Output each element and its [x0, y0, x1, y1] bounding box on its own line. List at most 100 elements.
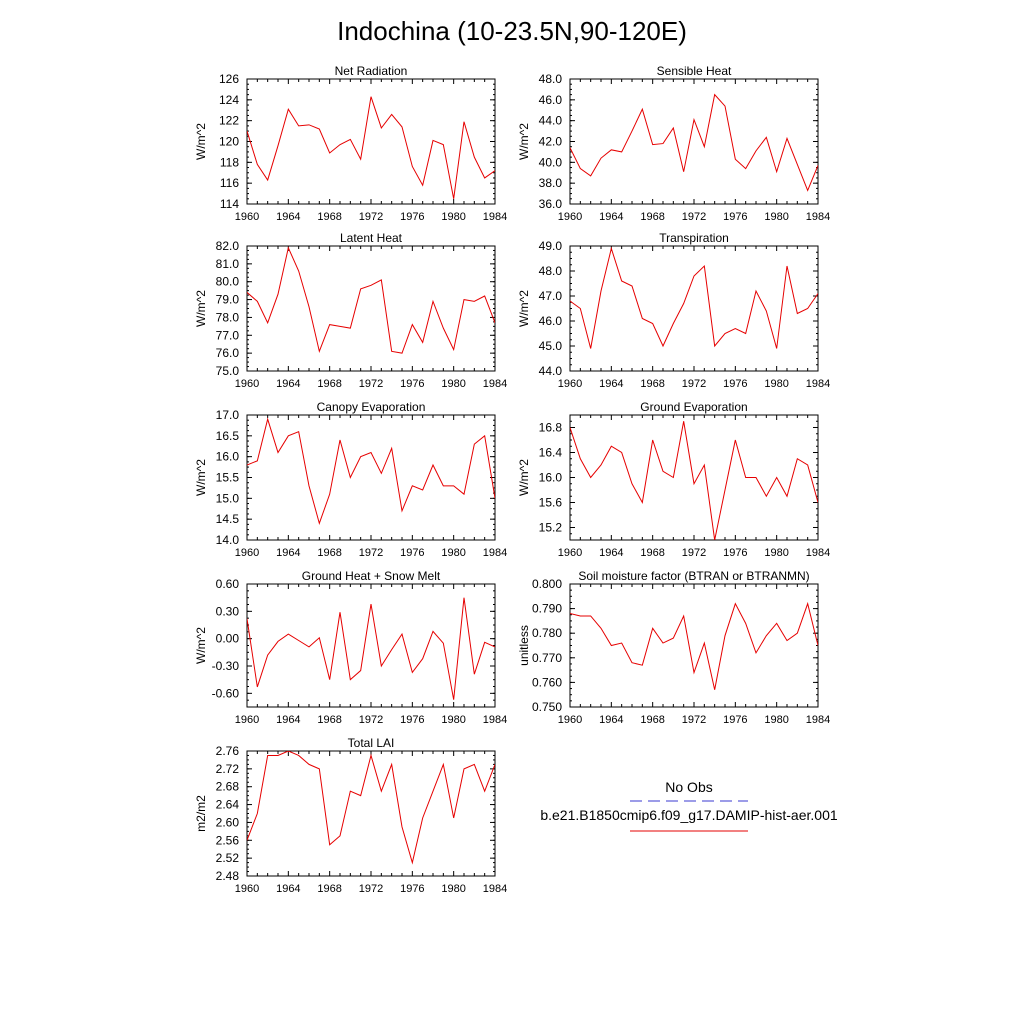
- y-tick-label: 40.0: [539, 155, 563, 169]
- x-tick-label: 1976: [400, 547, 424, 559]
- x-tick-label: 1964: [276, 211, 300, 223]
- y-tick-label: 16.8: [539, 421, 563, 435]
- x-tick-label: 1972: [359, 211, 383, 223]
- x-tick-label: 1964: [599, 714, 623, 726]
- y-tick-label: 47.0: [539, 289, 563, 303]
- legend-model-label: b.e21.B1850cmip6.f09_g17.DAMIP-hist-aer.…: [540, 807, 838, 823]
- y-axis-label: W/m^2: [194, 123, 208, 160]
- y-tick-label: 16.5: [216, 429, 240, 443]
- panel-title: Soil moisture factor (BTRAN or BTRANMN): [578, 569, 809, 583]
- x-tick-label: 1984: [483, 714, 507, 726]
- x-tick-label: 1964: [599, 211, 623, 223]
- y-axis-label: W/m^2: [194, 290, 208, 327]
- y-tick-label: 15.0: [216, 491, 240, 505]
- panel-frame: [246, 414, 496, 541]
- y-tick-label: 36.0: [539, 197, 563, 211]
- y-tick-label: 44.0: [539, 364, 563, 378]
- panel-6: Ground Heat + Snow Melt W/m^2 1960 1964 1968…: [194, 569, 507, 726]
- x-tick-label: 1976: [400, 378, 424, 390]
- x-tick-label: 1980: [764, 211, 788, 223]
- y-tick-label: 15.6: [539, 496, 563, 510]
- y-tick-label: 2.68: [216, 780, 240, 794]
- y-tick-label: 48.0: [539, 264, 563, 278]
- figure-title: Indochina (10-23.5N,90-120E): [337, 16, 687, 46]
- x-tick-label: 1980: [441, 378, 465, 390]
- x-tick-label: 1976: [723, 378, 747, 390]
- panel-3: Transpiration W/m^2 1960 1964 1968 1972 1976 19…: [517, 231, 830, 390]
- panel-title: Latent Heat: [340, 231, 403, 245]
- x-tick-label: 1960: [558, 211, 582, 223]
- x-tick-label: 1964: [599, 547, 623, 559]
- x-tick-label: 1976: [400, 883, 424, 895]
- y-tick-label: 0.30: [216, 604, 240, 618]
- x-tick-label: 1960: [558, 378, 582, 390]
- x-tick-label: 1960: [235, 211, 259, 223]
- y-tick-label: 2.48: [216, 869, 240, 883]
- y-tick-label: 2.60: [216, 815, 240, 829]
- x-tick-label: 1984: [806, 714, 830, 726]
- y-tick-label: 48.0: [539, 72, 563, 86]
- series-line: [570, 246, 818, 349]
- y-tick-label: 16.0: [216, 450, 240, 464]
- legend-obs-label: No Obs: [665, 779, 712, 795]
- legend: No Obs b.e21.B1850cmip6.f09_g17.DAMIP-hi…: [540, 779, 838, 832]
- panel-7: Soil moisture factor (BTRAN or BTRANMN) u…: [517, 569, 830, 726]
- y-tick-label: 49.0: [539, 239, 563, 253]
- x-tick-label: 1964: [276, 547, 300, 559]
- y-tick-label: 80.0: [216, 275, 240, 289]
- x-tick-label: 1968: [317, 378, 341, 390]
- x-tick-label: 1964: [276, 714, 300, 726]
- y-tick-label: 17.0: [216, 408, 240, 422]
- x-tick-label: 1960: [235, 883, 259, 895]
- y-tick-label: 2.72: [216, 762, 240, 776]
- y-tick-label: -0.30: [212, 659, 240, 673]
- series-line: [247, 246, 495, 354]
- y-tick-label: 14.0: [216, 533, 240, 547]
- y-tick-label: 2.52: [216, 851, 240, 865]
- y-tick-label: 77.0: [216, 328, 240, 342]
- y-tick-label: 0.00: [216, 632, 240, 646]
- x-tick-label: 1968: [640, 211, 664, 223]
- x-tick-label: 1976: [723, 547, 747, 559]
- panel-frame: [569, 78, 819, 205]
- x-tick-label: 1984: [483, 211, 507, 223]
- x-tick-label: 1984: [483, 378, 507, 390]
- y-tick-label: 126: [219, 72, 239, 86]
- y-axis-label: W/m^2: [194, 627, 208, 664]
- y-tick-label: 122: [219, 114, 239, 128]
- y-tick-label: 0.750: [532, 700, 562, 714]
- x-tick-label: 1976: [723, 714, 747, 726]
- x-tick-label: 1960: [235, 547, 259, 559]
- panel-0: Net Radiation W/m^2 1960 1964 1968 1972 1976 19…: [194, 64, 507, 223]
- series-line: [247, 96, 495, 199]
- x-tick-label: 1980: [441, 211, 465, 223]
- y-tick-label: 76.0: [216, 346, 240, 360]
- y-axis-label: W/m^2: [517, 290, 531, 327]
- x-tick-label: 1968: [317, 714, 341, 726]
- y-tick-label: 0.760: [532, 675, 562, 689]
- y-tick-label: 38.0: [539, 176, 563, 190]
- x-tick-label: 1968: [640, 547, 664, 559]
- panel-title: Ground Heat + Snow Melt: [302, 569, 441, 583]
- y-tick-label: 120: [219, 135, 239, 149]
- x-tick-label: 1980: [441, 547, 465, 559]
- y-tick-label: 2.76: [216, 744, 240, 758]
- x-tick-label: 1968: [640, 378, 664, 390]
- y-tick-label: 0.770: [532, 651, 562, 665]
- x-tick-label: 1972: [359, 378, 383, 390]
- x-tick-label: 1972: [682, 547, 706, 559]
- series-line: [247, 751, 495, 865]
- y-tick-label: 15.5: [216, 471, 240, 485]
- x-tick-label: 1980: [764, 547, 788, 559]
- panel-1: Sensible Heat W/m^2 1960 1964 1968 1972 1976 19…: [517, 64, 830, 223]
- x-tick-label: 1964: [276, 883, 300, 895]
- x-tick-label: 1984: [806, 378, 830, 390]
- x-tick-label: 1960: [235, 714, 259, 726]
- panel-4: Canopy Evaporation W/m^2 1960 1964 1968 1972 1…: [194, 400, 507, 559]
- x-tick-label: 1972: [359, 714, 383, 726]
- x-tick-label: 1984: [806, 547, 830, 559]
- panel-title: Total LAI: [348, 736, 395, 750]
- x-tick-label: 1980: [764, 714, 788, 726]
- x-tick-label: 1972: [682, 378, 706, 390]
